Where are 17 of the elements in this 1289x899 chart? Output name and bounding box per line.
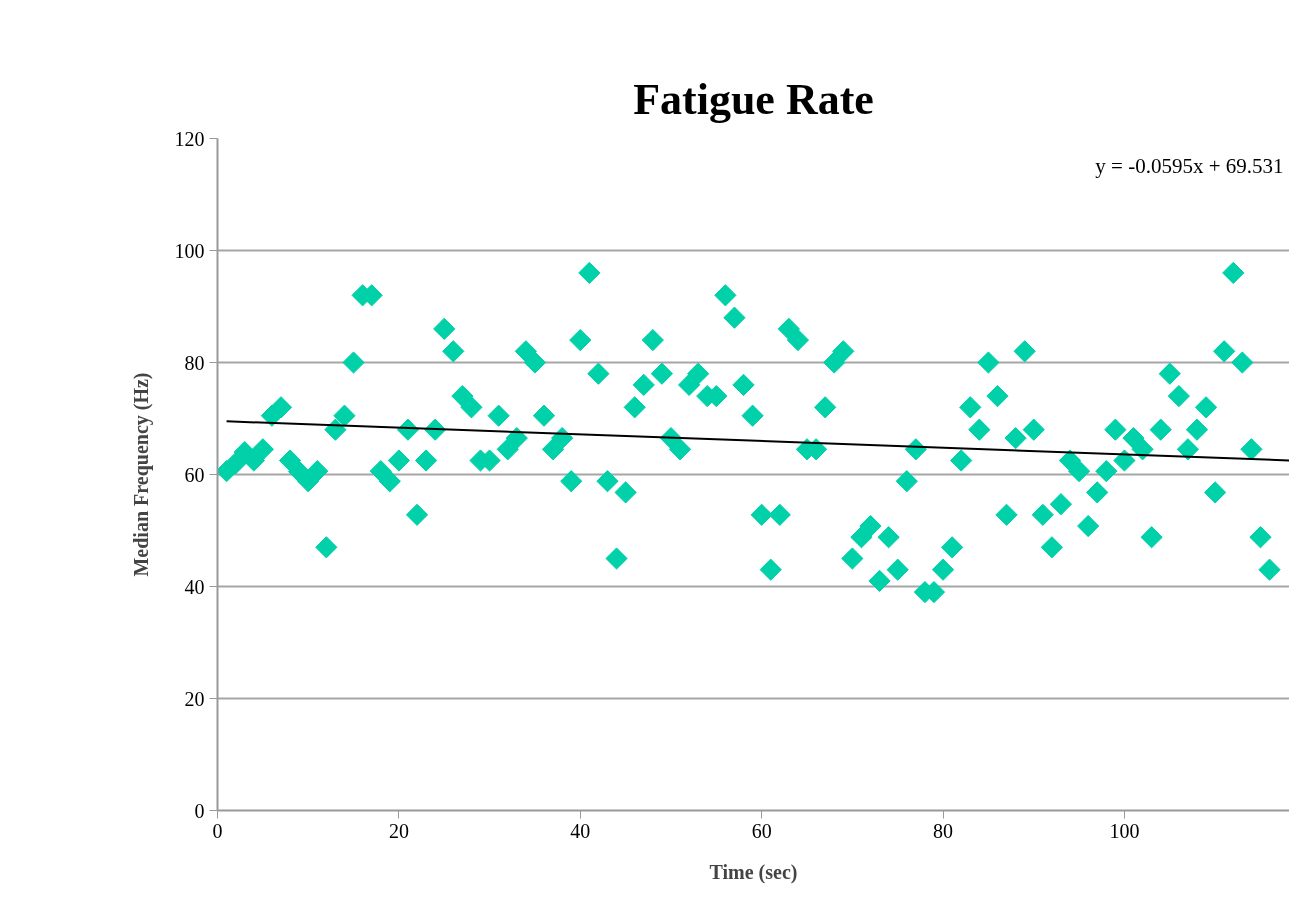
y-tick-label: 80: [184, 351, 205, 374]
y-tick-label: 60: [184, 463, 205, 486]
y-tick-label: 120: [174, 127, 205, 150]
y-tick-label: 20: [184, 687, 205, 710]
y-tick-label: 0: [194, 799, 205, 822]
x-tick-label: 40: [570, 819, 591, 842]
x-axis-title: Time (sec): [709, 860, 798, 884]
x-tick-label: 60: [751, 819, 772, 842]
x-tick-label: 100: [1109, 819, 1140, 842]
y-tick-label: 40: [184, 575, 205, 598]
x-tick-label: 20: [388, 819, 409, 842]
y-axis-title: Median Frequency (Hz): [129, 372, 153, 577]
annotation: y = -0.0595x + 69.531: [1095, 153, 1284, 178]
y-tick-label: 100: [174, 239, 205, 262]
chart-title: Fatigue Rate: [633, 74, 874, 124]
x-tick-label: 80: [933, 819, 954, 842]
x-tick-label: 0: [212, 819, 223, 842]
